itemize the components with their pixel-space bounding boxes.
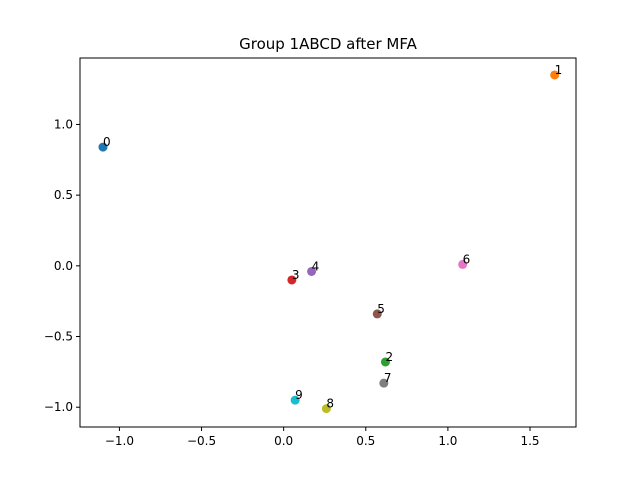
data-point-label: 8 xyxy=(326,397,334,411)
x-axis: −1.0 −0.5 0.0 0.5 1.0 1.5 xyxy=(105,427,540,448)
data-point-label: 0 xyxy=(103,135,111,149)
data-point-6 xyxy=(458,259,468,269)
y-tick-label: 0.5 xyxy=(54,188,73,202)
data-point-1 xyxy=(550,70,560,80)
x-tick-label: 1.0 xyxy=(438,434,457,448)
data-point-label: 7 xyxy=(384,371,392,385)
x-tick-label: 0.0 xyxy=(274,434,293,448)
y-tick-label: 0.0 xyxy=(54,259,73,273)
y-axis: 1.0 0.5 0.0 −0.5 −1.0 xyxy=(44,117,80,414)
x-tick-label: 1.5 xyxy=(520,434,539,448)
data-point-5 xyxy=(372,309,382,319)
data-point-label: 5 xyxy=(377,302,385,316)
data-point-label: 2 xyxy=(385,350,393,364)
data-point-label: 6 xyxy=(463,252,471,266)
data-point-8 xyxy=(321,404,331,414)
data-point-2 xyxy=(380,357,390,367)
x-tick-label: 0.5 xyxy=(356,434,375,448)
data-point-3 xyxy=(287,275,297,285)
chart-title: Group 1ABCD after MFA xyxy=(239,35,418,53)
y-tick-label: 1.0 xyxy=(54,117,73,131)
data-point-0 xyxy=(98,142,108,152)
data-points: 0 1 2 34 5 6 7 8 9 xyxy=(98,63,563,414)
data-point-4 xyxy=(307,266,317,276)
data-point-label: 9 xyxy=(295,388,303,402)
y-tick-label: −0.5 xyxy=(44,330,73,344)
data-point-label: 3 xyxy=(292,268,300,282)
y-tick-label: −1.0 xyxy=(44,400,73,414)
data-point-9 xyxy=(290,395,300,405)
data-point-label: 4 xyxy=(312,259,320,273)
x-tick-label: −1.0 xyxy=(105,434,134,448)
data-point-7 xyxy=(379,378,389,388)
plot-area-frame xyxy=(79,57,577,428)
data-point-label: 1 xyxy=(555,63,563,77)
x-tick-label: −0.5 xyxy=(187,434,216,448)
